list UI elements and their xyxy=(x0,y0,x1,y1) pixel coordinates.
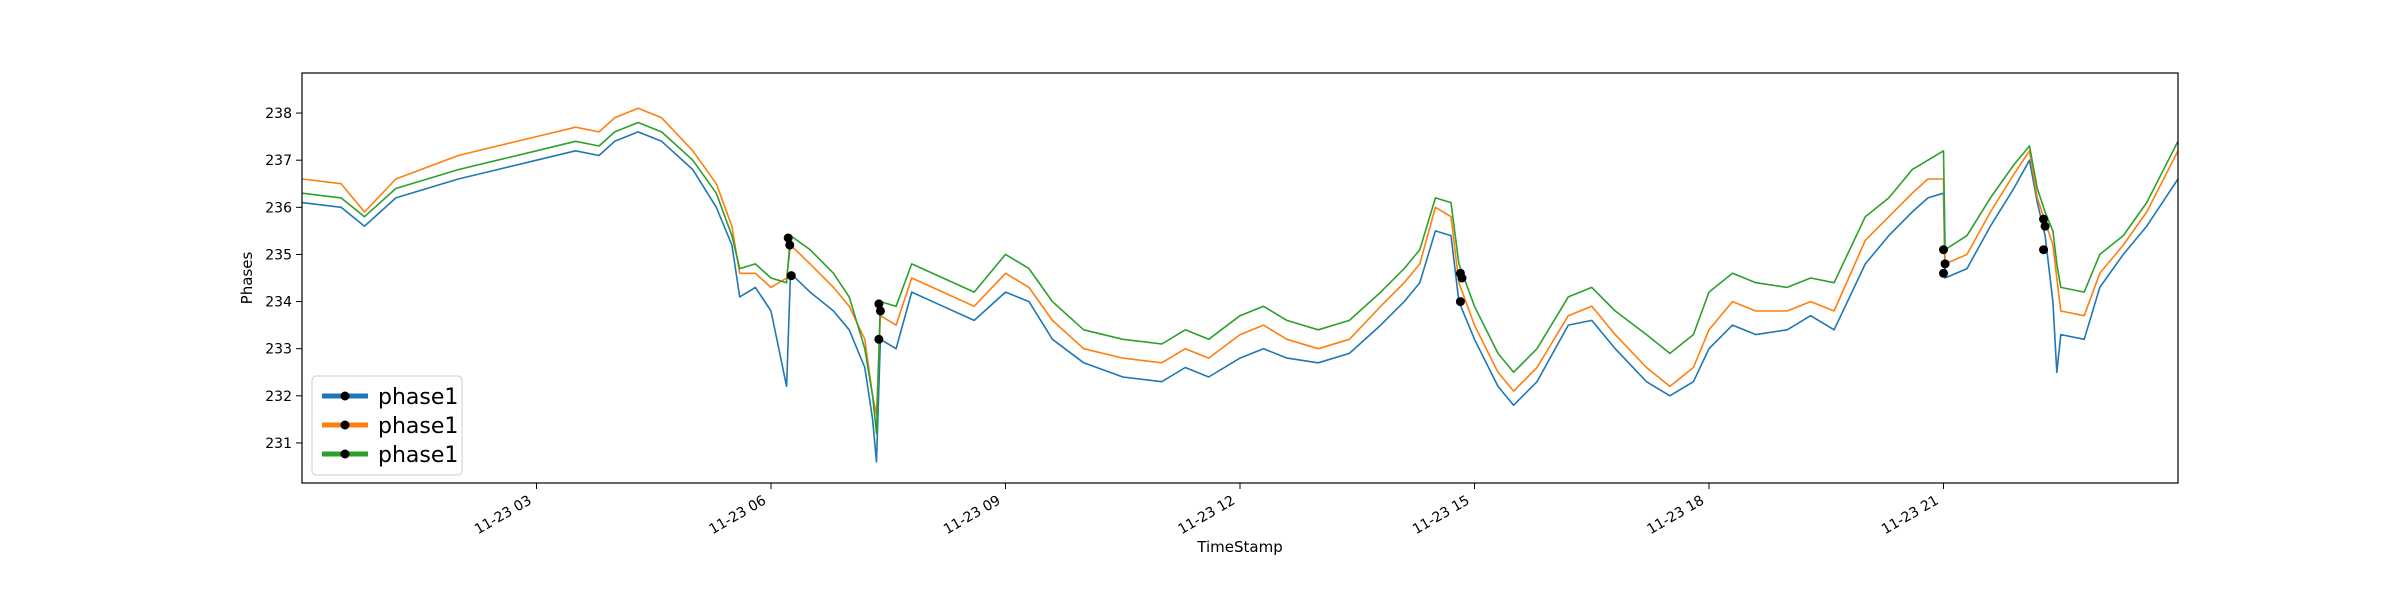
legend-box xyxy=(311,375,463,476)
legend-marker xyxy=(340,420,350,430)
x-tick-label: 11-23 09 xyxy=(941,493,1004,538)
x-tick-label: 11-23 06 xyxy=(706,493,769,538)
data-marker xyxy=(1940,259,1950,269)
series-line-3 xyxy=(301,121,2179,435)
legend-marker xyxy=(340,449,350,459)
x-tick-label: 11-23 21 xyxy=(1879,493,1942,538)
y-tick-label: 231 xyxy=(265,436,292,452)
data-marker xyxy=(783,233,793,243)
legend: phase1 phase1 phase1 xyxy=(311,375,463,476)
y-tick-label: 233 xyxy=(265,342,292,358)
x-tick-label: 11-23 15 xyxy=(1410,493,1473,538)
x-tick-label: 11-23 03 xyxy=(472,493,535,538)
legend-label: phase1 xyxy=(378,443,458,468)
marker-layer xyxy=(783,214,2050,344)
y-tick-label: 237 xyxy=(265,153,292,169)
series-line-1 xyxy=(301,131,2179,463)
data-marker xyxy=(785,240,795,250)
data-marker xyxy=(1939,268,1948,278)
data-marker xyxy=(1457,273,1467,283)
y-tick-label: 238 xyxy=(265,106,292,122)
data-marker xyxy=(2040,221,2050,231)
x-axis-title: TimeStamp xyxy=(1196,538,1282,556)
legend-marker xyxy=(340,391,350,401)
x-tick-label: 11-23 12 xyxy=(1175,493,1238,538)
y-axis-ticks: 231 232 233 234 235 236 237 238 xyxy=(265,106,302,452)
y-tick-label: 235 xyxy=(265,247,292,263)
data-marker xyxy=(786,271,796,281)
data-marker xyxy=(1939,245,1948,255)
x-axis-ticks: 11-23 03 11-23 06 11-23 09 11-23 12 11-23 15… xyxy=(472,483,1944,538)
data-marker xyxy=(874,334,884,344)
legend-label: phase1 xyxy=(378,414,458,439)
y-tick-label: 236 xyxy=(265,200,292,216)
data-marker xyxy=(875,306,885,316)
series-layer xyxy=(301,107,2179,463)
data-marker xyxy=(2039,214,2049,224)
series-line-2 xyxy=(301,107,2179,416)
y-tick-label: 232 xyxy=(265,389,292,405)
y-axis-title: Phases xyxy=(238,252,256,305)
plot-area-frame xyxy=(301,72,2179,484)
x-tick-label: 11-23 18 xyxy=(1644,493,1707,538)
data-marker xyxy=(1455,297,1465,307)
data-marker xyxy=(2039,245,2049,255)
y-tick-label: 234 xyxy=(265,295,292,311)
legend-label: phase1 xyxy=(378,385,458,410)
data-marker xyxy=(874,299,884,309)
